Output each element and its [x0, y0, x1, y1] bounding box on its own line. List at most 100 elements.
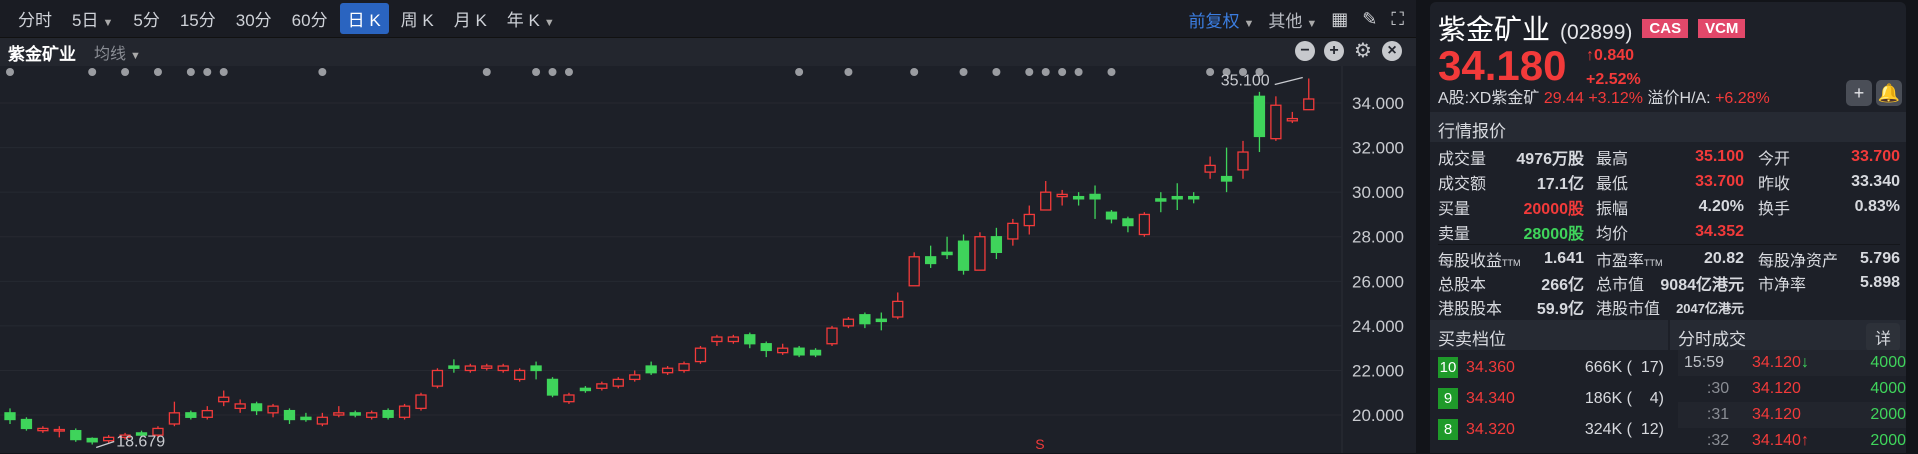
- other-dropdown[interactable]: 其他 ▼: [1268, 11, 1318, 31]
- event-dot: [1206, 68, 1215, 76]
- candle-up: [481, 365, 493, 369]
- zoom-out-icon[interactable]: −: [1295, 41, 1315, 61]
- event-dot: [1239, 68, 1247, 76]
- high-arrow: [1274, 76, 1303, 86]
- plus-icon: +: [1853, 82, 1865, 103]
- candle-up: [892, 300, 904, 318]
- event-dot: [153, 68, 162, 76]
- quote-row: 买量 20000股 振幅 4.20% 换手 0.83%: [1438, 194, 1900, 219]
- candle-down: [185, 412, 197, 418]
- premium-label: 溢价H/A:: [1647, 90, 1711, 107]
- candle-down: [859, 314, 871, 325]
- order-book-row[interactable]: 8 34.320 324K ( 12): [1430, 414, 1668, 445]
- tick-price-value: 34.120: [1752, 380, 1801, 397]
- quote-value: 266亿: [1541, 277, 1584, 294]
- gear-icon[interactable]: ⚙: [1354, 40, 1372, 62]
- period-label: 5分: [133, 11, 160, 30]
- candle-up: [596, 383, 608, 389]
- a-share-row: A股:XD紫金矿 29.44 +3.12% 溢价H/A: +6.28%: [1438, 84, 1770, 108]
- candle-up: [102, 436, 115, 442]
- candle-up: [1007, 222, 1019, 240]
- quote-section-header: 行情报价: [1430, 112, 1906, 142]
- quote-row: 每股收益TTM 1.641 市盈率TTM 20.82 每股净资产 5.796: [1438, 247, 1900, 271]
- candle-up: [464, 365, 476, 372]
- a-share-pct: +3.12%: [1588, 90, 1644, 107]
- high-price-label: 35.100: [1221, 72, 1270, 89]
- quote-value: 4.20%: [1698, 197, 1744, 215]
- order-book-row[interactable]: 10 34.360 666K ( 17): [1430, 352, 1668, 383]
- close-icon[interactable]: ×: [1382, 41, 1402, 61]
- period-tab[interactable]: 日 K: [339, 3, 389, 34]
- y-tick-label: 26.000: [1352, 272, 1404, 291]
- quote-label: 港股市值: [1596, 295, 1660, 319]
- quote-label-text: 每股净资产: [1758, 253, 1839, 270]
- candle-down: [760, 343, 772, 352]
- ma-dropdown[interactable]: 均线 ▼: [94, 46, 141, 63]
- candlestick-chart[interactable]: 34.000 32.000 30.000 28.000 26.000 24.000 22.0…: [0, 66, 1416, 453]
- tick-header: 分时成交 详: [1670, 320, 1906, 351]
- candle-down: [250, 403, 263, 412]
- alert-button[interactable]: 🔔: [1876, 80, 1902, 106]
- period-tab[interactable]: 5分: [125, 3, 167, 34]
- candle-up: [1040, 191, 1052, 211]
- candle-up: [1286, 117, 1298, 122]
- quote-label: 每股收益TTM: [1438, 247, 1521, 271]
- quote-cell: 买量 20000股: [1438, 195, 1584, 219]
- detail-button[interactable]: 详: [1865, 323, 1900, 351]
- tick-row: 15:59 34.120↓ 4000: [1678, 350, 1906, 376]
- adjust-dropdown[interactable]: 前复权 ▼: [1188, 11, 1255, 31]
- candle-up: [629, 374, 641, 381]
- ttm-suffix: TTM: [1502, 258, 1521, 268]
- chart-subbar: 紫金矿业 均线 ▼ − + ⚙ ×: [0, 38, 1416, 66]
- event-dot: [910, 68, 919, 76]
- chevron-down-icon: ▼: [130, 50, 141, 62]
- period-tab[interactable]: 年 K ▼: [499, 3, 563, 34]
- event-dot: [548, 68, 557, 76]
- candle-up: [678, 363, 690, 372]
- stock-name: 紫金矿业: [1438, 14, 1551, 45]
- brush-icon[interactable]: ✎: [1362, 8, 1378, 29]
- zoom-in-icon[interactable]: +: [1324, 41, 1344, 61]
- layout-grid-icon[interactable]: ▦: [1331, 8, 1349, 29]
- y-tick-label: 30.000: [1352, 183, 1404, 202]
- quote-cell: 均价 34.352: [1584, 220, 1744, 244]
- period-tab[interactable]: 月 K: [446, 3, 495, 34]
- period-tab[interactable]: 周 K: [393, 3, 442, 34]
- quote-cell: 总股本 266亿: [1438, 271, 1584, 295]
- candle-up: [711, 336, 723, 343]
- quote-value: 9084亿港元: [1660, 277, 1744, 294]
- quote-cell: 换手 0.83%: [1744, 195, 1900, 219]
- quote-value: 33.700: [1851, 147, 1900, 165]
- quote-cell: 卖量 28000股: [1438, 220, 1584, 244]
- event-dot: [219, 68, 228, 76]
- quote-row: 港股股本 59.9亿 港股市值 2047亿港元: [1438, 295, 1900, 319]
- event-dot: [1107, 68, 1116, 76]
- candle-down: [1089, 193, 1101, 200]
- quote-cell: 最高 35.100: [1584, 145, 1744, 169]
- quote-label-text: 总市值: [1596, 277, 1645, 294]
- stock-code: (02899): [1560, 21, 1633, 44]
- quote-label-text: 市盈率: [1596, 253, 1645, 270]
- quote-label-text: 最低: [1596, 175, 1629, 193]
- add-watchlist-button[interactable]: +: [1846, 80, 1872, 106]
- quote-cell: 港股股本 59.9亿: [1438, 295, 1584, 319]
- quote-value: 35.100: [1695, 147, 1744, 165]
- order-book-row[interactable]: 9 34.340 186K ( 4): [1430, 383, 1668, 414]
- period-tab[interactable]: 30分: [228, 3, 280, 34]
- quote-value: 5.796: [1859, 250, 1900, 267]
- candle-down: [1188, 195, 1200, 200]
- period-tab[interactable]: 60分: [284, 3, 336, 34]
- quote-label-text: 卖量: [1438, 225, 1471, 243]
- candle-down: [1105, 211, 1118, 220]
- event-dot: [844, 68, 853, 76]
- event-dot: [795, 68, 804, 76]
- fullscreen-icon[interactable]: ⛶: [1391, 8, 1404, 29]
- period-tab[interactable]: 分时: [10, 3, 60, 34]
- period-tab[interactable]: 15分: [172, 3, 224, 34]
- quote-label-text: 成交额: [1438, 175, 1487, 193]
- quote-cell: 每股收益TTM 1.641: [1438, 247, 1584, 271]
- candle-up: [1270, 104, 1282, 140]
- period-tab[interactable]: 5日 ▼: [64, 3, 121, 34]
- candle-down: [86, 437, 98, 443]
- a-share-price: 29.44: [1543, 90, 1584, 107]
